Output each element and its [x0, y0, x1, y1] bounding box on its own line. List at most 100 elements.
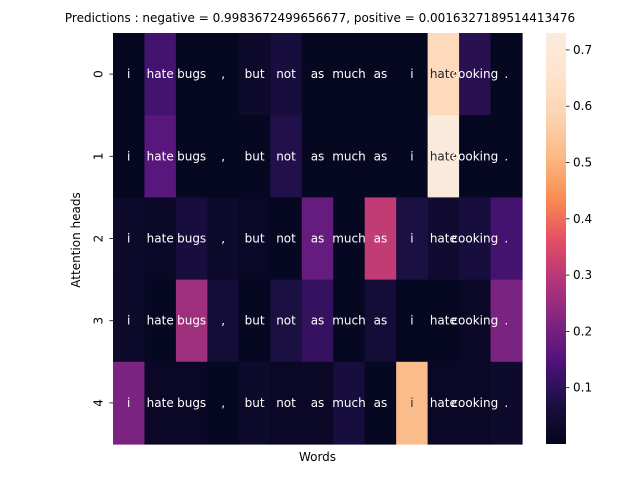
heatmap-cell — [490, 115, 523, 198]
cell-label: . — [504, 232, 508, 246]
cell-label: bugs — [177, 67, 206, 81]
y-tick-label: 2 — [92, 235, 106, 243]
heatmap-cell — [427, 361, 460, 445]
cell-label: but — [245, 396, 265, 410]
heatmap-cell — [396, 115, 429, 198]
y-axis-label: Attention heads — [69, 192, 83, 288]
heatmap-cell — [333, 115, 366, 198]
heatmap-cell — [333, 197, 366, 281]
heatmap-cell — [427, 279, 460, 363]
cell-label: , — [221, 67, 225, 81]
heatmap-cell — [427, 115, 460, 198]
cell-label: much — [332, 149, 366, 163]
heatmap-cell — [113, 197, 146, 281]
heatmap-cell — [175, 197, 208, 281]
cell-label: as — [311, 67, 325, 81]
cell-label: hate — [147, 314, 174, 328]
cell-label: . — [504, 314, 508, 328]
cell-label: much — [332, 232, 366, 246]
cell-label: cooking — [451, 67, 498, 81]
cell-label: i — [127, 149, 130, 163]
colorbar-tick-label: 0.1 — [573, 381, 592, 395]
cell-label: bugs — [177, 232, 206, 246]
heatmap-cell — [459, 197, 492, 281]
heatmap-cell — [144, 33, 177, 116]
heatmap-cell — [238, 197, 271, 281]
heatmap-cell — [113, 115, 146, 198]
heatmap-cell — [113, 279, 146, 363]
heatmap-cell — [175, 33, 208, 116]
heatmap-cell — [144, 279, 177, 363]
cell-label: bugs — [177, 149, 206, 163]
heatmap-cell — [396, 361, 429, 445]
heatmap-cell — [270, 115, 303, 198]
y-tick-label: 1 — [92, 152, 106, 160]
heatmap-cell — [207, 33, 240, 116]
heatmap-cell — [270, 279, 303, 363]
heatmap-cell — [459, 115, 492, 198]
heatmap-cell — [238, 33, 271, 116]
cell-label: as — [311, 396, 325, 410]
heatmap-cell — [270, 197, 303, 281]
y-tick-label: 0 — [92, 70, 106, 78]
heatmap-cell — [113, 361, 146, 445]
heatmap-cell — [490, 361, 523, 445]
colorbar — [546, 33, 566, 444]
heatmap-cell — [175, 115, 208, 198]
colorbar-tick-label: 0.6 — [573, 99, 592, 113]
heatmap-cell — [490, 279, 523, 363]
heatmap-cell — [427, 197, 460, 281]
heatmap-cell — [238, 361, 271, 445]
cell-label: , — [221, 396, 225, 410]
cell-label: hate — [147, 396, 174, 410]
heatmap-cell — [396, 33, 429, 116]
cell-label: hate — [147, 232, 174, 246]
heatmap-cell — [396, 197, 429, 281]
heatmap-cell — [364, 115, 397, 198]
cell-label: i — [127, 314, 130, 328]
cell-label: but — [245, 149, 265, 163]
heatmap-cell — [333, 361, 366, 445]
cell-label: cooking — [451, 314, 498, 328]
heatmap-cell — [396, 279, 429, 363]
heatmap-cell — [207, 279, 240, 363]
cell-label: i — [410, 149, 413, 163]
heatmap-cell — [207, 361, 240, 445]
chart-title: Predictions : negative = 0.9983672499656… — [64, 11, 576, 25]
cell-label: much — [332, 67, 366, 81]
cell-label: . — [504, 396, 508, 410]
cell-label: hate — [430, 396, 457, 410]
cell-label: hate — [147, 149, 174, 163]
heatmap-cell — [238, 279, 271, 363]
heatmap-cell — [301, 115, 334, 198]
heatmap-cell — [113, 33, 146, 116]
cell-label: hate — [430, 232, 457, 246]
heatmap-cell — [144, 115, 177, 198]
x-axis-label: Words — [298, 450, 337, 464]
cell-label: as — [311, 232, 325, 246]
heatmap-cell — [175, 279, 208, 363]
cell-label: i — [127, 396, 130, 410]
heatmap-cell — [490, 197, 523, 281]
cell-label: not — [276, 314, 296, 328]
cell-label: as — [374, 396, 388, 410]
heatmap-cell — [270, 33, 303, 116]
heatmap-cell — [270, 361, 303, 445]
heatmap-cell — [238, 115, 271, 198]
cell-label: . — [504, 67, 508, 81]
cell-label: as — [374, 232, 388, 246]
heatmap-cell — [333, 279, 366, 363]
cell-label: , — [221, 314, 225, 328]
cell-label: as — [374, 67, 388, 81]
cell-label: i — [410, 396, 413, 410]
cell-label: but — [245, 314, 265, 328]
cell-label: cooking — [451, 396, 498, 410]
heatmap-cell — [459, 361, 492, 445]
heatmap-cell — [427, 33, 460, 116]
y-tick-label: 4 — [92, 399, 106, 407]
cell-label: as — [374, 314, 388, 328]
heatmap-cell — [490, 33, 523, 116]
heatmap-cell — [175, 361, 208, 445]
